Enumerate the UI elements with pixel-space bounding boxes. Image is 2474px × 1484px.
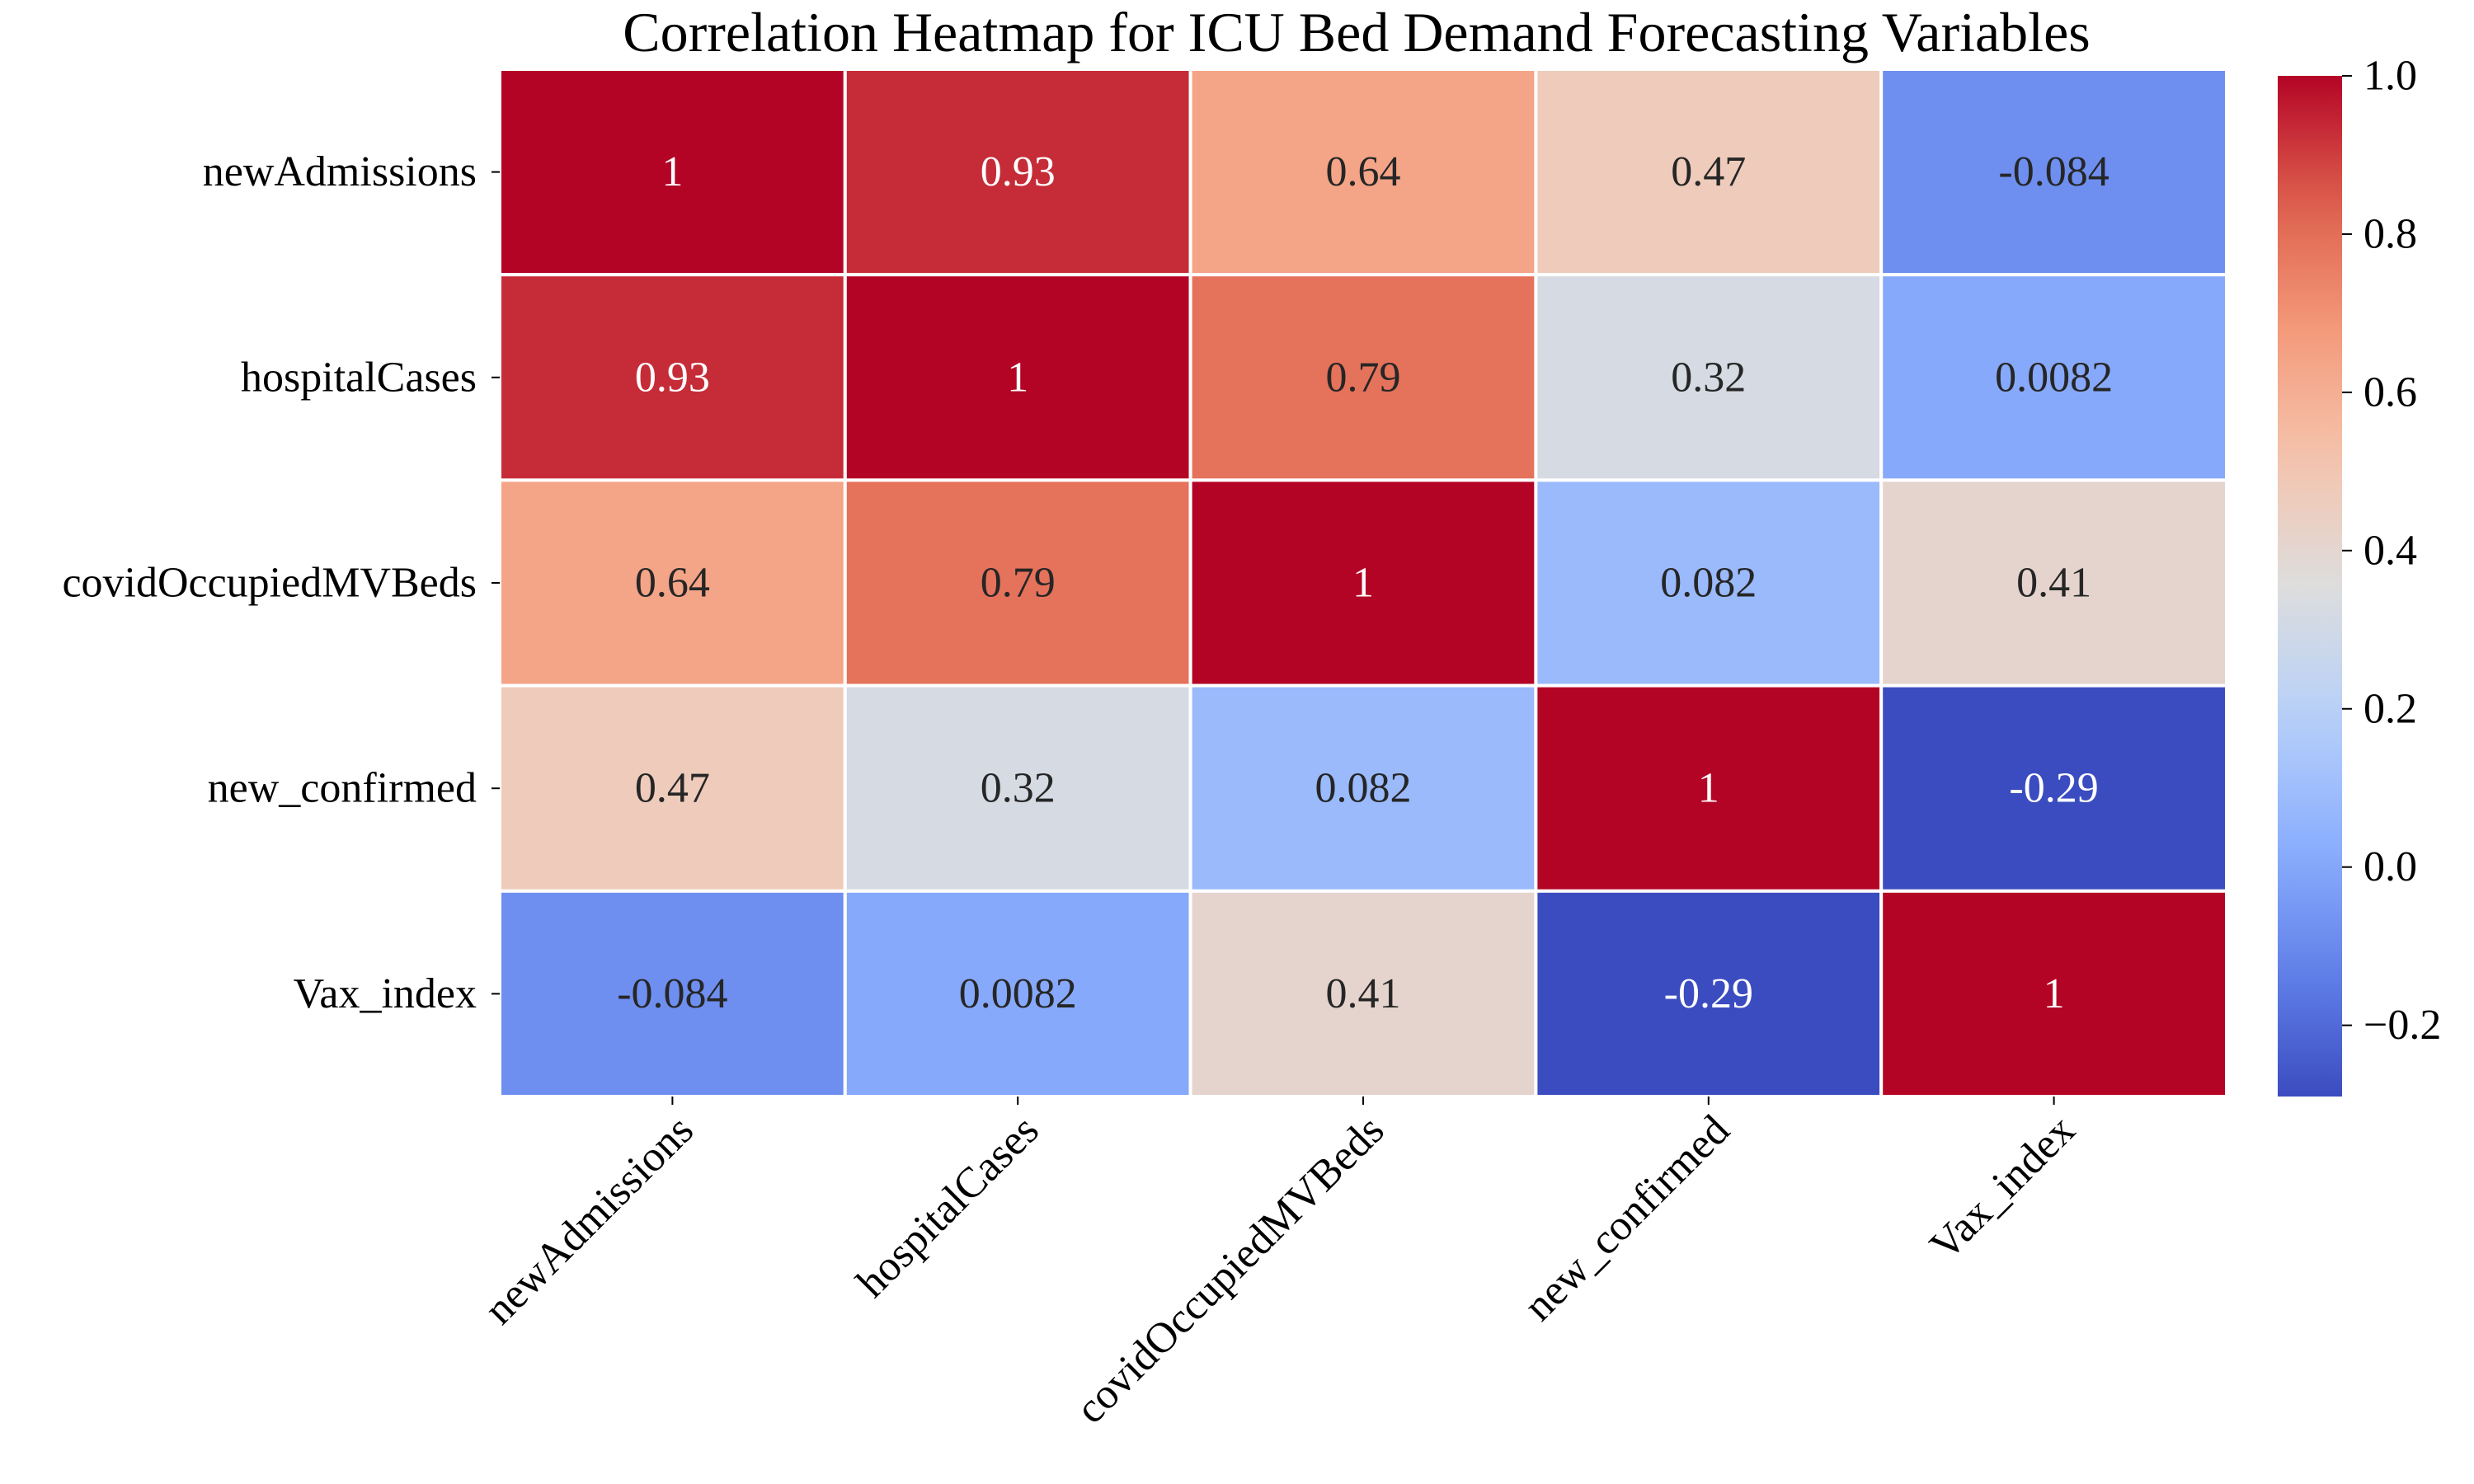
cell-value-label: 0.79 — [1326, 354, 1401, 401]
x-tick-label: newAdmissions — [476, 1106, 703, 1333]
heatmap-cell — [1879, 273, 2228, 482]
heatmap-cell — [1534, 478, 1884, 688]
x-tick-label: Vax_index — [1921, 1106, 2085, 1270]
x-tick-labels: newAdmissions hospitalCases covidOccupiedM… — [476, 1097, 2084, 1433]
colorbar-tick-label: 0.6 — [2363, 369, 2417, 416]
heatmap-cell — [1879, 889, 2228, 1099]
heatmap-cell — [843, 478, 1192, 688]
colorbar-tick-label: 0.2 — [2363, 685, 2417, 732]
cell-value-label: 1 — [1698, 765, 1719, 812]
cell-value-label: -0.29 — [1664, 970, 1753, 1017]
x-tick-label: new_confirmed — [1515, 1106, 1738, 1330]
y-tick-label: Vax_index — [294, 970, 477, 1017]
cell-value-label: 0.79 — [981, 560, 1056, 607]
y-tick-label: new_confirmed — [208, 765, 477, 812]
heatmap-cell — [843, 68, 1192, 277]
heatmap-cell — [843, 889, 1192, 1099]
cell-value-label: 1 — [1352, 560, 1374, 607]
heatmap-cell — [1879, 68, 2228, 277]
heatmap-cell — [1188, 68, 1538, 277]
y-tick-label: hospitalCases — [241, 354, 477, 401]
heatmap-cell — [498, 68, 847, 277]
colorbar-gradient — [2278, 76, 2342, 1097]
cell-value-label: 0.32 — [1671, 354, 1746, 401]
heatmap-cell — [1188, 683, 1538, 893]
cell-value-label: 0.0082 — [1995, 354, 2113, 401]
cell-value-label: -0.084 — [1998, 148, 2109, 195]
y-tick-label: covidOccupiedMVBeds — [62, 560, 477, 607]
cell-value-label: 1 — [661, 148, 683, 195]
cell-value-label: -0.29 — [2009, 765, 2098, 812]
cell-value-label: 0.93 — [981, 148, 1056, 195]
heatmap-cell — [498, 273, 847, 482]
colorbar-tick-label: 0.0 — [2363, 843, 2417, 890]
y-tick-labels: newAdmissions hospitalCases covidOccupiedM… — [62, 148, 500, 1017]
heatmap-cell — [1879, 478, 2228, 688]
cell-value-label: 0.64 — [635, 560, 710, 607]
cell-value-label: 0.082 — [1660, 560, 1757, 607]
heatmap-cell — [1534, 68, 1884, 277]
cell-value-label: 0.93 — [635, 354, 710, 401]
colorbar-tick-label: −0.2 — [2363, 1002, 2441, 1049]
heatmap-cell — [1879, 683, 2228, 893]
cell-value-label: 0.41 — [2016, 560, 2091, 607]
heatmap-cell — [1188, 478, 1538, 688]
cell-value-label: 0.47 — [1671, 148, 1746, 195]
cell-value-label: -0.084 — [617, 970, 727, 1017]
cell-value-label: 0.0082 — [959, 970, 1077, 1017]
heatmap-cell — [1188, 889, 1538, 1099]
cell-value-label: 1 — [2044, 970, 2065, 1017]
cell-value-label: 0.082 — [1315, 765, 1412, 812]
x-tick-label: covidOccupiedMVBeds — [1067, 1106, 1394, 1433]
chart-title: Correlation Heatmap for ICU Bed Demand F… — [623, 1, 2090, 63]
x-tick-label: hospitalCases — [848, 1106, 1048, 1307]
heatmap-cell — [1534, 683, 1884, 893]
colorbar-tick-label: 1.0 — [2363, 53, 2417, 100]
cell-value-label: 0.47 — [635, 765, 710, 812]
colorbar-tick-label: 0.8 — [2363, 210, 2417, 257]
cell-value-label: 0.64 — [1326, 148, 1401, 195]
colorbar: 1.0 0.8 0.6 0.4 0.2 0.0 −0.2 — [2278, 53, 2441, 1097]
cell-value-label: 0.32 — [981, 765, 1056, 812]
cell-value-label: 1 — [1007, 354, 1028, 401]
colorbar-tick-label: 0.4 — [2363, 527, 2417, 574]
y-tick-label: newAdmissions — [203, 148, 477, 195]
heatmap-cells: 1 0.93 0.64 0.47 -0.084 0.93 1 0.79 0.32 0.0082 0.… — [498, 68, 2228, 1099]
cell-value-label: 0.41 — [1326, 970, 1401, 1017]
heatmap-cell — [498, 889, 847, 1099]
heatmap-cell — [843, 683, 1192, 893]
heatmap-cell — [1188, 273, 1538, 482]
